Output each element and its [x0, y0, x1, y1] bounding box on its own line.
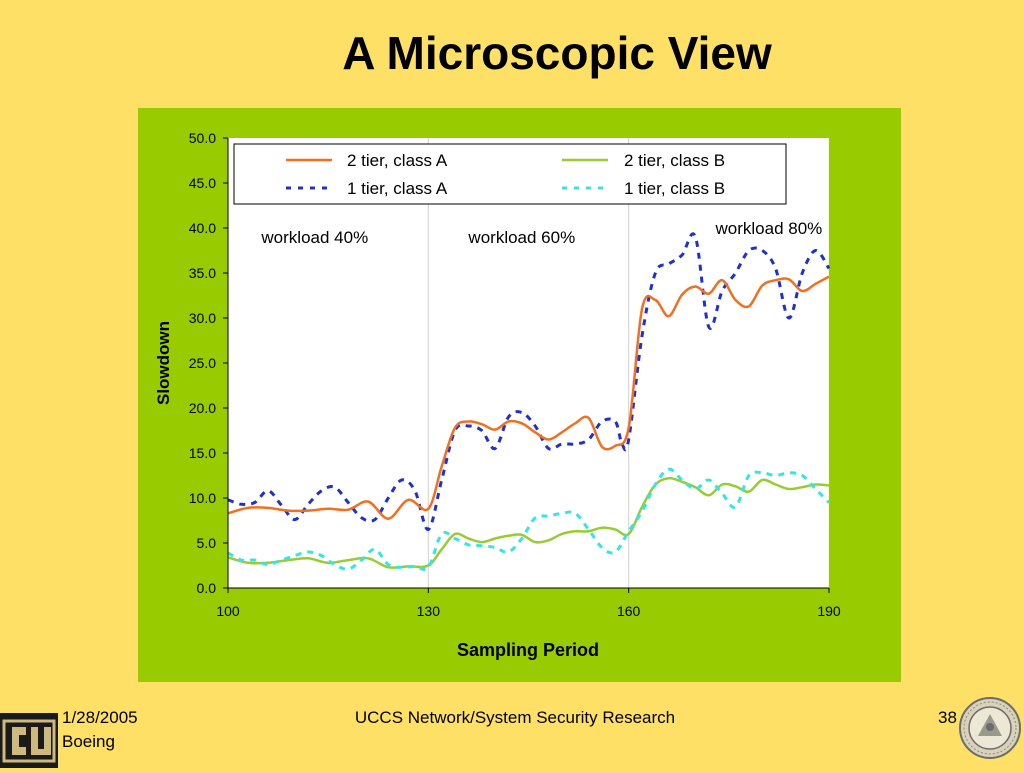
- chart-panel: 0.0 5.0 10.0 15.0 20.0 25.0 30.0 35.0 40.0 45.0 50…: [138, 108, 901, 682]
- y-tick-label: 30.0: [189, 310, 216, 326]
- x-tick-label: 160: [617, 603, 641, 619]
- legend-label-2tier-a: 2 tier, class A: [347, 151, 448, 170]
- university-seal-icon: [958, 696, 1022, 760]
- legend-label-2tier-b: 2 tier, class B: [624, 151, 725, 170]
- y-tick-label: 50.0: [189, 130, 216, 146]
- legend: 2 tier, class A 1 tier, class A 2 tier, …: [233, 143, 787, 205]
- x-axis-title: Sampling Period: [457, 640, 599, 660]
- y-tick-label: 45.0: [189, 175, 216, 191]
- y-tick-label: 5.0: [197, 535, 217, 551]
- footer-org: Boeing: [62, 732, 115, 751]
- legend-box: [233, 143, 787, 205]
- workload-annotation-2: workload 80%: [715, 219, 823, 238]
- y-tick-label: 0.0: [197, 580, 217, 596]
- legend-label-1tier-a: 1 tier, class A: [347, 179, 448, 198]
- footer-title: UCCS Network/System Security Research: [354, 708, 676, 727]
- y-tick-label: 10.0: [189, 490, 216, 506]
- plot-area: [228, 138, 829, 588]
- slide-title: A Microscopic View: [342, 27, 772, 79]
- workload-annotation-1: workload 60%: [467, 228, 575, 247]
- page-number: 38: [938, 708, 957, 727]
- x-tick-label: 100: [216, 603, 240, 619]
- x-tick-label: 130: [417, 603, 441, 619]
- series-1tier-class-a: [227, 232, 831, 532]
- y-tick-label: 25.0: [189, 355, 216, 371]
- y-axis-title: Slowdown: [154, 321, 173, 405]
- legend-label-1tier-b: 1 tier, class B: [624, 179, 725, 198]
- slowdown-chart: 0.0 5.0 10.0 15.0 20.0 25.0 30.0 35.0 40.0 45.0 50…: [154, 130, 841, 660]
- series-2tier-class-a: [227, 275, 830, 520]
- workload-annotation-0: workload 40%: [260, 228, 368, 247]
- cu-logo-icon: [0, 713, 58, 768]
- y-tick-label: 40.0: [189, 220, 216, 236]
- footer-date: 1/28/2005: [62, 708, 138, 727]
- x-tick-label: 190: [817, 603, 841, 619]
- y-tick-label: 35.0: [189, 265, 216, 281]
- y-tick-label: 20.0: [189, 400, 216, 416]
- y-tick-label: 15.0: [189, 445, 216, 461]
- series-1tier-class-b: [227, 467, 831, 571]
